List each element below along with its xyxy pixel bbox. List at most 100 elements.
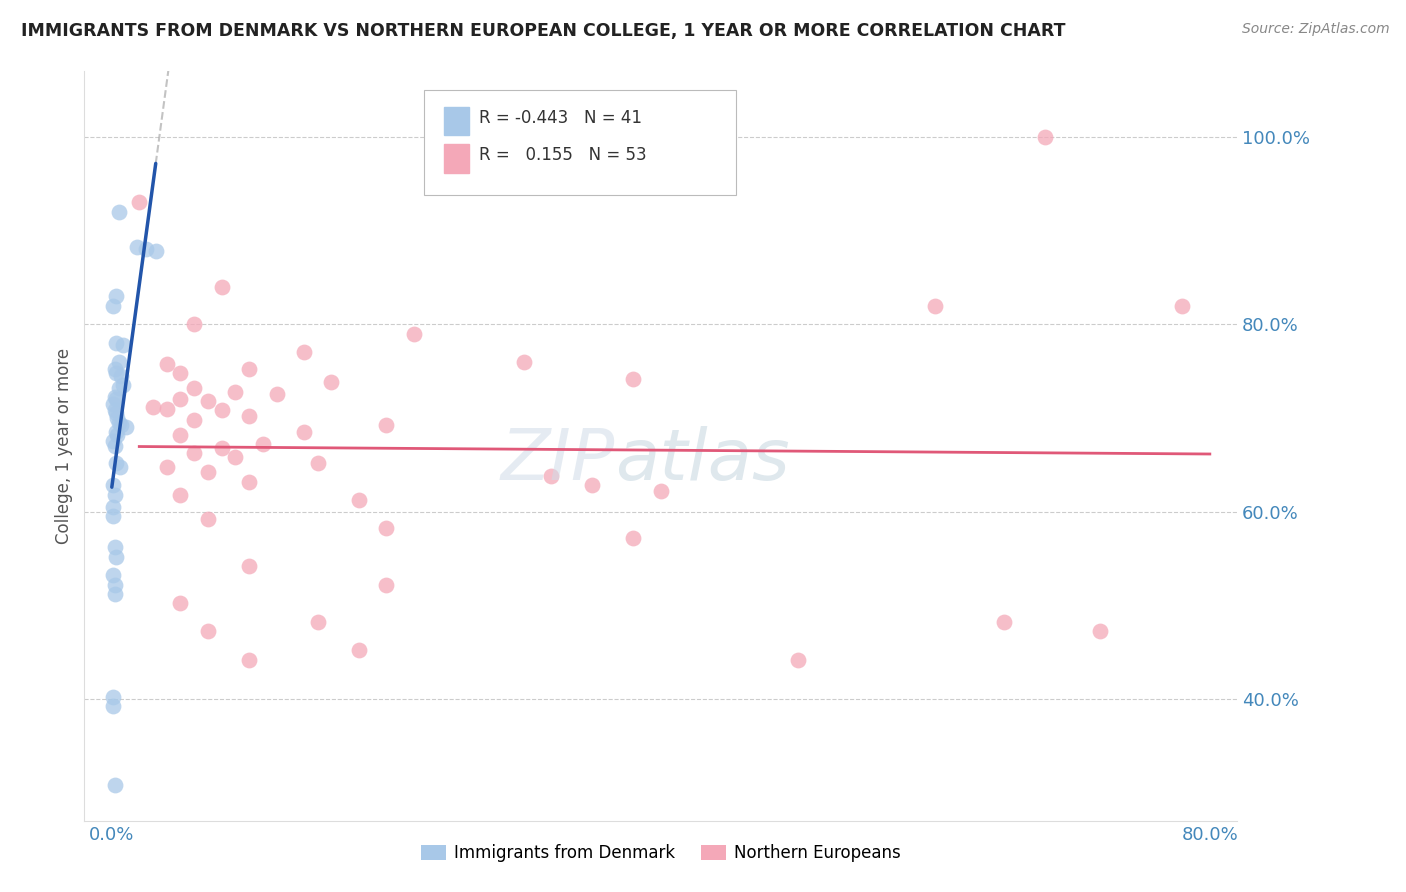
FancyBboxPatch shape [425, 90, 735, 195]
Point [197, 624, 219, 639]
Point [347, 493, 370, 508]
Point [266, 387, 288, 401]
Point [224, 450, 246, 465]
Point [107, 416, 129, 430]
Point [183, 446, 205, 460]
Point [375, 521, 398, 535]
Point [103, 690, 124, 704]
Point [512, 355, 534, 369]
Point [103, 397, 124, 411]
Point [347, 643, 370, 657]
Point [104, 336, 127, 351]
Point [104, 425, 127, 439]
Point [650, 483, 672, 498]
Point [252, 437, 274, 451]
Point [103, 439, 125, 453]
Point [211, 403, 233, 417]
Point [111, 378, 134, 392]
Point [114, 420, 136, 434]
Point [125, 240, 148, 254]
Point [1088, 624, 1111, 639]
Point [104, 392, 127, 407]
Text: R =   0.155   N = 53: R = 0.155 N = 53 [478, 146, 647, 164]
Point [103, 362, 125, 376]
Point [183, 381, 205, 395]
Point [924, 299, 946, 313]
Point [211, 280, 233, 294]
Point [307, 615, 329, 629]
Point [1171, 299, 1194, 313]
Point [197, 512, 219, 526]
Point [169, 596, 191, 610]
Bar [444, 144, 470, 172]
Point [402, 326, 425, 341]
Point [104, 289, 127, 303]
Point [110, 368, 132, 383]
Point [621, 531, 644, 545]
Point [103, 778, 125, 792]
Bar [444, 106, 470, 135]
Point [103, 299, 124, 313]
Point [238, 362, 260, 376]
Point [107, 205, 129, 219]
Point [107, 355, 129, 369]
Point [238, 652, 260, 666]
Point [104, 406, 127, 420]
Point [581, 478, 603, 492]
Point [787, 652, 810, 666]
Text: Source: ZipAtlas.com: Source: ZipAtlas.com [1241, 22, 1389, 37]
Point [156, 459, 179, 474]
Point [169, 392, 191, 407]
Point [307, 456, 329, 470]
Point [111, 338, 134, 352]
Legend: Immigrants from Denmark, Northern Europeans: Immigrants from Denmark, Northern Europe… [415, 838, 907, 869]
Point [156, 401, 179, 416]
Point [103, 488, 125, 502]
Point [621, 371, 644, 385]
Text: IMMIGRANTS FROM DENMARK VS NORTHERN EUROPEAN COLLEGE, 1 YEAR OR MORE CORRELATION: IMMIGRANTS FROM DENMARK VS NORTHERN EURO… [21, 22, 1066, 40]
Point [183, 413, 205, 427]
Point [128, 195, 150, 210]
Point [103, 390, 125, 404]
Point [156, 357, 179, 371]
Point [292, 425, 315, 439]
Point [103, 577, 125, 591]
Point [183, 318, 205, 332]
Point [103, 568, 124, 582]
Point [142, 400, 165, 414]
Text: ZIP: ZIP [501, 426, 614, 495]
Point [135, 243, 157, 257]
Point [169, 366, 191, 380]
Point [197, 394, 219, 409]
Point [197, 465, 219, 479]
Point [103, 699, 124, 714]
Text: R = -0.443   N = 41: R = -0.443 N = 41 [478, 109, 641, 127]
Point [104, 456, 127, 470]
Point [103, 587, 125, 601]
Point [107, 381, 129, 395]
Point [224, 384, 246, 399]
Point [103, 509, 124, 524]
Point [145, 244, 167, 259]
Point [103, 540, 125, 554]
Point [292, 345, 315, 359]
Point [238, 409, 260, 423]
Point [105, 427, 128, 442]
Point [169, 488, 191, 502]
Point [103, 478, 124, 492]
Point [238, 475, 260, 489]
Point [108, 459, 131, 474]
Point [375, 577, 398, 591]
Point [103, 434, 124, 449]
Point [110, 418, 132, 433]
Point [1033, 130, 1056, 145]
Point [103, 500, 124, 514]
Point [104, 366, 127, 380]
Point [103, 403, 125, 417]
Point [321, 376, 343, 390]
Text: atlas: atlas [614, 426, 789, 495]
Point [993, 615, 1015, 629]
Point [540, 469, 562, 483]
Point [211, 441, 233, 455]
Point [169, 427, 191, 442]
